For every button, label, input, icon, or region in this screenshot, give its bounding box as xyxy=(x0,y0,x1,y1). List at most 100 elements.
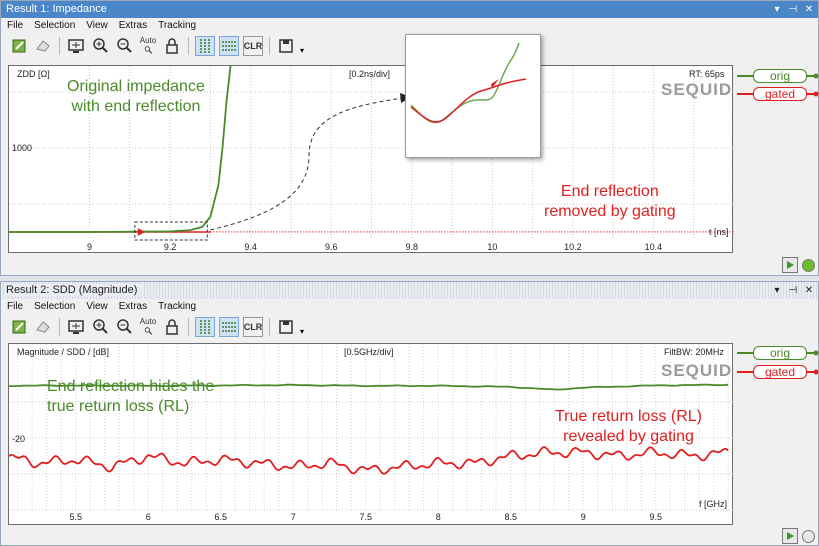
impedance-plot[interactable]: 9 9.2 9.4 9.6 9.8 10 10.2 10.4 ZDD [Ω] [0.2ns/d… xyxy=(8,65,734,253)
menu-view[interactable]: View xyxy=(86,301,108,312)
panel-menu-button[interactable]: ▾ xyxy=(774,285,780,296)
status-led xyxy=(802,529,815,543)
menu-tracking[interactable]: Tracking xyxy=(158,20,197,31)
x-tick-label: 9.6 xyxy=(325,242,338,252)
zoom-gated-curve xyxy=(410,78,527,123)
auto-label: Auto xyxy=(139,35,157,45)
menu-selection[interactable]: Selection xyxy=(34,20,76,31)
status-led xyxy=(802,258,815,272)
legend-gated[interactable]: gated xyxy=(737,362,819,382)
x-tick-label: 8.5 xyxy=(504,512,517,522)
clear-button[interactable]: CLR xyxy=(243,35,263,56)
fit-screen-icon xyxy=(68,38,84,53)
panel-menu-button[interactable]: ▾ xyxy=(774,4,780,15)
legend-gated[interactable]: gated xyxy=(737,84,819,104)
horizontal-grid-icon xyxy=(222,40,236,51)
eraser-button[interactable] xyxy=(33,36,53,56)
gated-annotation: True return loss (RL) revealed by gating xyxy=(555,408,702,445)
pin-button[interactable]: ⊣ xyxy=(788,285,798,296)
edit-button[interactable] xyxy=(9,317,29,337)
lock-button[interactable] xyxy=(162,36,182,56)
menu-extras[interactable]: Extras xyxy=(118,301,148,312)
status-area xyxy=(775,528,815,544)
eraser-button[interactable] xyxy=(33,317,53,337)
toolbar-separator xyxy=(269,36,270,55)
auto-zoom-button[interactable]: Auto xyxy=(138,317,158,337)
x-tick-label: 9.8 xyxy=(406,242,419,252)
x-tick-label: 9 xyxy=(87,242,92,252)
zoom-inset xyxy=(405,34,541,158)
zoom-in-button[interactable] xyxy=(90,36,110,56)
toolbar-separator xyxy=(269,317,270,336)
edit-button[interactable] xyxy=(9,36,29,56)
play-button[interactable] xyxy=(782,528,798,544)
save-button[interactable] xyxy=(276,317,296,337)
toolbar-separator xyxy=(59,36,60,55)
fit-screen-icon xyxy=(68,319,84,334)
legend-orig[interactable]: orig xyxy=(737,66,819,86)
toolbar-separator xyxy=(59,317,60,336)
sequid-logo: SEQUID xyxy=(661,361,733,380)
zoom-out-icon xyxy=(117,37,132,53)
cursor-marker-icon xyxy=(137,228,145,236)
pin-button[interactable]: ⊣ xyxy=(788,4,798,15)
toolbar-separator xyxy=(188,36,189,55)
x-tick-label: 7.5 xyxy=(359,512,372,522)
gated-series-line xyxy=(9,446,729,475)
x-tick-label: 10.2 xyxy=(564,242,582,252)
menu-file[interactable]: File xyxy=(7,301,24,312)
vertical-grid-icon xyxy=(200,319,210,334)
orig-annotation: Original impedance with end reflection xyxy=(67,78,205,115)
zoom-in-icon xyxy=(93,37,108,53)
zoom-in-button[interactable] xyxy=(90,317,110,337)
legend-orig-label: orig xyxy=(753,69,807,83)
orig-annotation: End reflection hides the true return los… xyxy=(47,378,215,415)
panel-title-bar[interactable]: Result 2: SDD (Magnitude) ▾ ⊣ ✕ xyxy=(1,282,818,299)
sdd-magnitude-plot[interactable]: 5.5 6 6.5 7 7.5 8 8.5 9 9.5 Magnitude / SDD / [d… xyxy=(8,343,734,525)
play-button[interactable] xyxy=(782,257,798,273)
menu-selection[interactable]: Selection xyxy=(34,301,76,312)
x-tick-label: 9.2 xyxy=(164,242,177,252)
x-tick-label: 9.5 xyxy=(649,512,662,522)
menu-extras[interactable]: Extras xyxy=(118,20,148,31)
close-button[interactable]: ✕ xyxy=(804,285,814,296)
lock-button[interactable] xyxy=(162,317,182,337)
menu-tracking[interactable]: Tracking xyxy=(158,301,197,312)
x-tick-label: 5.5 xyxy=(69,512,82,522)
x-tick-label: 10.4 xyxy=(645,242,663,252)
magnifier-icon xyxy=(144,326,152,335)
zoomed-curves xyxy=(410,42,527,124)
horizontal-grid-button[interactable] xyxy=(219,35,239,56)
fit-view-button[interactable] xyxy=(66,36,86,56)
x-tick-label: 6.5 xyxy=(214,512,227,522)
pencil-icon xyxy=(12,39,26,52)
clr-label: CLR xyxy=(243,321,263,332)
x-tick-label: 9.4 xyxy=(244,242,257,252)
toolbar-overflow-icon[interactable]: ▾ xyxy=(300,327,305,336)
fit-view-button[interactable] xyxy=(66,317,86,337)
save-button[interactable] xyxy=(276,36,296,56)
magnifier-icon xyxy=(144,45,152,54)
menu-view[interactable]: View xyxy=(86,20,108,31)
gated-annotation: End reflection removed by gating xyxy=(544,183,676,220)
vertical-grid-button[interactable] xyxy=(195,35,215,56)
impedance-result-panel: Result 1: Impedance ▾ ⊣ ✕ File Selection… xyxy=(0,0,819,276)
orig-series-line xyxy=(9,66,232,233)
zoom-out-button[interactable] xyxy=(114,36,134,56)
horizontal-grid-button[interactable] xyxy=(219,316,239,337)
legend-orig[interactable]: orig xyxy=(737,343,819,363)
vertical-grid-icon xyxy=(200,38,210,53)
menu-file[interactable]: File xyxy=(7,20,24,31)
auto-label: Auto xyxy=(139,316,157,326)
sdd-magnitude-graph: 5.5 6 6.5 7 7.5 8 8.5 9 9.5 xyxy=(9,344,734,522)
clear-button[interactable]: CLR xyxy=(243,316,263,337)
menu-bar: File Selection View Extras Tracking xyxy=(1,299,818,314)
panel-title-bar[interactable]: Result 1: Impedance ▾ ⊣ ✕ xyxy=(1,1,818,18)
vertical-grid-button[interactable] xyxy=(195,316,215,337)
toolbar-overflow-icon[interactable]: ▾ xyxy=(300,46,305,55)
zoom-out-button[interactable] xyxy=(114,317,134,337)
auto-zoom-button[interactable]: Auto xyxy=(138,36,158,56)
close-button[interactable]: ✕ xyxy=(804,4,814,15)
zoom-out-icon xyxy=(117,318,132,334)
y-tick-label: -20 xyxy=(12,434,26,444)
